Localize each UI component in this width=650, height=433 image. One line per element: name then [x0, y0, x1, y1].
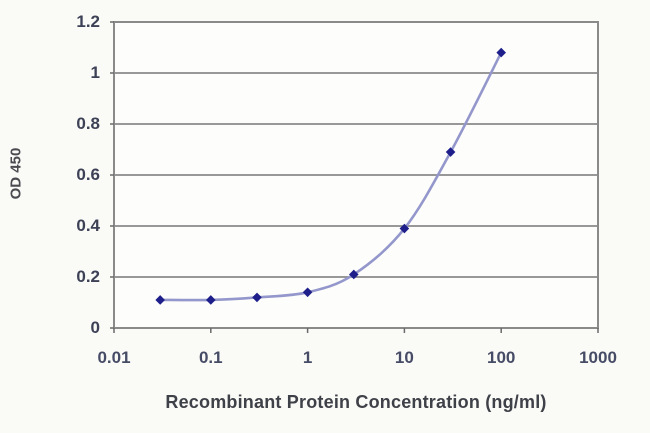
data-point-marker [496, 47, 506, 58]
x-tick-label-100: 100 [487, 348, 516, 367]
data-point-marker [302, 287, 313, 298]
x-tick-label-1: 1 [302, 348, 313, 367]
y-tick-label-0.2: 0.2 [76, 267, 100, 286]
y-tick-label-0: 0 [90, 318, 100, 337]
y-tick-label-1.2: 1.2 [76, 12, 100, 31]
y-tick-label-0.8: 0.8 [76, 114, 100, 133]
y-tick-label-0.4: 0.4 [76, 216, 100, 235]
x-axis-title: Recombinant Protein Concentration (ng/ml… [165, 392, 547, 412]
x-tick-label-1000: 1000 [579, 348, 617, 367]
data-point-marker [206, 295, 216, 305]
data-point-marker [155, 295, 165, 305]
data-point-marker [445, 147, 456, 157]
x-tick-label-0.01: 0.01 [97, 348, 131, 367]
y-axis-title: OD 450 [7, 147, 25, 200]
data-point-marker [399, 223, 410, 234]
x-tick-label-10: 10 [394, 348, 414, 367]
y-tick-label-0.6: 0.6 [76, 165, 100, 184]
data-point-marker [252, 292, 262, 303]
data-point-marker [348, 269, 359, 280]
y-tick-label-1: 1 [90, 63, 100, 82]
x-tick-label-0.1: 0.1 [198, 348, 223, 367]
